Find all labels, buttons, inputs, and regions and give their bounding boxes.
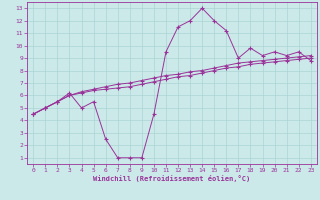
X-axis label: Windchill (Refroidissement éolien,°C): Windchill (Refroidissement éolien,°C) (93, 175, 251, 182)
